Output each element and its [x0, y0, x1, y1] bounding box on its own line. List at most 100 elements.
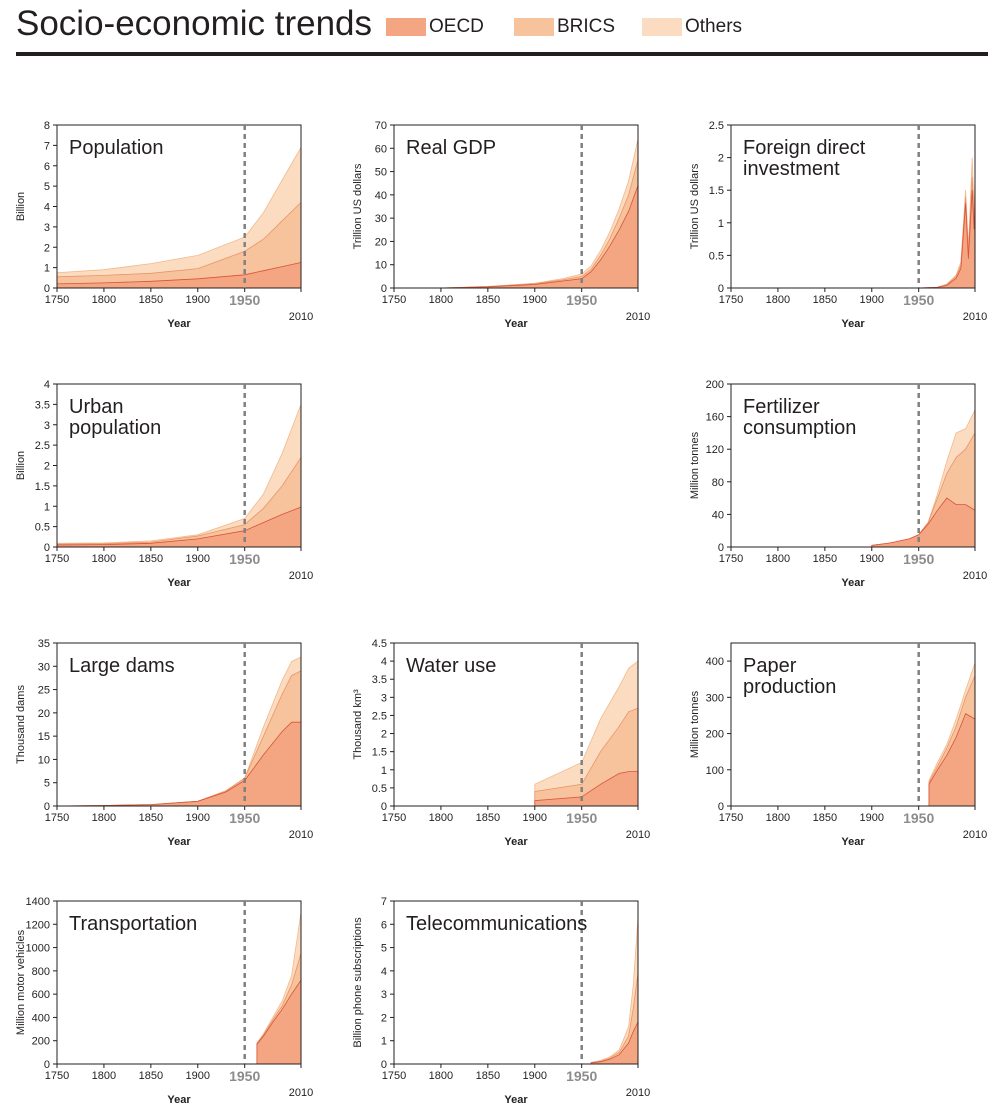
ytick-label: 8: [44, 120, 50, 132]
xtick-label-highlight: 1950: [566, 292, 597, 308]
ytick-label: 2: [44, 461, 50, 473]
chart-title: population: [69, 417, 161, 439]
x-axis-label: Year: [167, 577, 191, 589]
ytick-label: 30: [375, 213, 387, 225]
legend-item-others: Others: [642, 16, 742, 38]
xtick-label-end: 2010: [289, 570, 313, 582]
ytick-label: 0: [44, 542, 50, 554]
chart-fdi: 0 0.5 1 1.5 2 2.5 1750 1800 1850 1900 1950 2010 Year…: [689, 120, 987, 330]
xtick-label-highlight: 1950: [229, 292, 260, 308]
legend-swatch-oecd: [386, 18, 426, 36]
ytick-label: 1.5: [709, 185, 724, 197]
ytick-label: 400: [32, 1012, 50, 1024]
plot-frame-fdi: [730, 124, 976, 289]
x-axis-label: Year: [841, 836, 865, 848]
xtick-label: 1800: [429, 294, 453, 306]
ytick-label: 200: [32, 1036, 50, 1048]
page-title: Socio-economic trends: [16, 4, 372, 43]
ytick-label: 60: [375, 143, 387, 155]
ytick-label: 1: [44, 501, 50, 513]
ytick-label: 4.5: [372, 638, 387, 650]
xtick-label: 1850: [476, 294, 500, 306]
xtick-label-end: 2010: [289, 1087, 313, 1099]
chart-fertilizer: 0 40 80 120 160 200 1750 1800 1850 1900 1950 2010 Ye…: [689, 379, 987, 589]
ytick-label: 6: [381, 919, 387, 931]
ytick-label: 15: [38, 731, 50, 743]
ytick-label: 20: [38, 708, 50, 720]
ytick-label: 6: [44, 161, 50, 173]
xtick-label-end: 2010: [963, 311, 987, 323]
ytick-label: 0: [44, 801, 50, 813]
chart-dams: 0 5 10 15 20 25 30 35 1750 1800 1850 1900 1950 2010 Ye…: [15, 638, 313, 848]
xtick-label: 1750: [382, 812, 406, 824]
chart-transport: 0 200 400 600 800 1000 1200 1400 1750 1800 1850 190…: [15, 896, 313, 1106]
xtick-label-end: 2010: [626, 311, 650, 323]
ytick-label: 5: [44, 778, 50, 790]
xtick-label-highlight: 1950: [903, 810, 934, 826]
ytick-label: 2: [718, 153, 724, 165]
chart-title: Foreign direct: [743, 137, 866, 159]
ytick-label: 25: [38, 685, 50, 697]
ytick-label: 1.5: [35, 481, 50, 493]
y-axis-label: Thousand km³: [352, 689, 364, 760]
xtick-label: 1850: [139, 1070, 163, 1082]
ytick-label: 200: [706, 379, 724, 391]
ytick-label: 40: [375, 190, 387, 202]
ytick-label: 300: [706, 692, 724, 704]
ytick-label: 40: [712, 509, 724, 521]
ytick-label: 1: [381, 1036, 387, 1048]
ytick-label: 2.5: [372, 710, 387, 722]
ytick-label: 5: [381, 943, 387, 955]
ytick-label: 1: [381, 765, 387, 777]
xtick-label: 1900: [186, 812, 210, 824]
ytick-label: 30: [38, 661, 50, 673]
xtick-label-highlight: 1950: [566, 1068, 597, 1084]
ytick-label: 35: [38, 638, 50, 650]
xtick-label: 1750: [382, 294, 406, 306]
ytick-label: 600: [32, 989, 50, 1001]
ytick-label: 2: [381, 729, 387, 741]
x-axis-label: Year: [504, 836, 528, 848]
chart-urban: 0 0.5 1 1.5 2 2.5 3 3.5 4 1750 1800 1850 1900 1950 201…: [15, 379, 313, 589]
x-axis-label: Year: [504, 318, 528, 330]
xtick-label-end: 2010: [289, 311, 313, 323]
xtick-label: 1800: [92, 1070, 116, 1082]
plot-frame-gdp: [393, 124, 639, 289]
xtick-label-highlight: 1950: [229, 551, 260, 567]
xtick-label: 1750: [382, 1070, 406, 1082]
xtick-label-end: 2010: [626, 829, 650, 841]
ytick-label: 3: [381, 989, 387, 1001]
legend-swatch-brics: [514, 18, 554, 36]
ytick-label: 160: [706, 412, 724, 424]
x-axis-label: Year: [167, 836, 191, 848]
xtick-label: 1900: [860, 812, 884, 824]
xtick-label-highlight: 1950: [903, 292, 934, 308]
chart-title: Telecommunications: [406, 913, 587, 935]
ytick-label: 70: [375, 120, 387, 132]
y-axis-label: Billion: [15, 192, 27, 221]
ytick-label: 3.5: [372, 674, 387, 686]
chart-title: production: [743, 676, 836, 698]
ytick-label: 20: [375, 236, 387, 248]
xtick-label: 1900: [186, 1070, 210, 1082]
xtick-label: 1750: [45, 1070, 69, 1082]
plot-frame-paper: [730, 642, 976, 807]
plot-frame-transport: [56, 900, 302, 1065]
legend-label-others: Others: [685, 16, 743, 37]
ytick-label: 80: [712, 477, 724, 489]
legend-swatch-others: [642, 18, 682, 36]
xtick-label: 1800: [429, 1070, 453, 1082]
x-axis-label: Year: [167, 318, 191, 330]
ytick-label: 5: [44, 181, 50, 193]
xtick-label: 1850: [476, 1070, 500, 1082]
ytick-label: 1: [718, 218, 724, 230]
plot-frame-fertilizer: [730, 383, 976, 548]
xtick-label-highlight: 1950: [566, 810, 597, 826]
ytick-label: 0: [718, 283, 724, 295]
y-axis-label: Million tonnes: [689, 690, 701, 758]
chart-water: 0 0.5 1 1.5 2 2.5 3 3.5 4 4.5 1750 1800 1850 1900 1950…: [352, 638, 650, 848]
ytick-label: 0: [718, 542, 724, 554]
xtick-label: 1800: [92, 553, 116, 565]
ytick-label: 100: [706, 765, 724, 777]
